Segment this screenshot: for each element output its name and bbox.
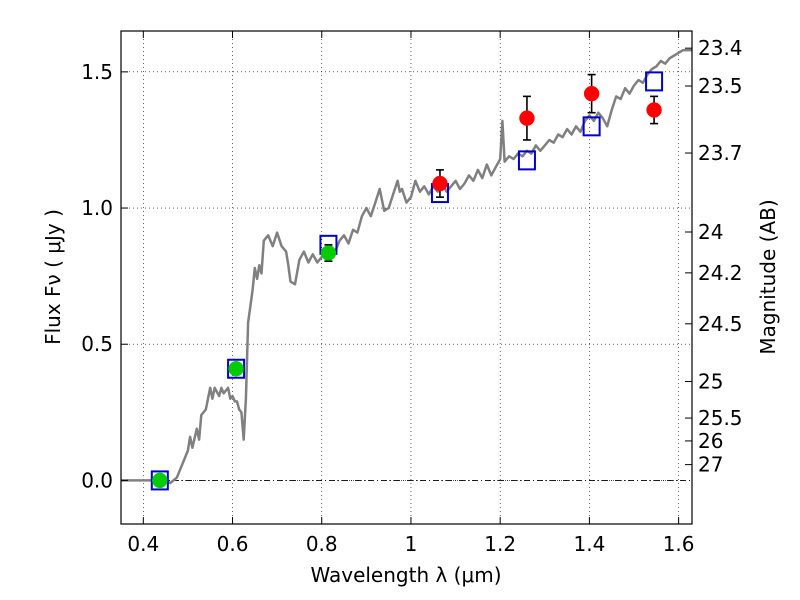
observed-point [228, 360, 244, 377]
x-axis-title: Wavelength λ (μm) [310, 563, 501, 587]
model-sed-curve [121, 48, 692, 485]
x-tick-label: 1.6 [663, 532, 695, 556]
right-tick-label: 25.5 [698, 406, 743, 430]
right-axis-title: Magnitude (AB) [756, 199, 780, 354]
observed-point [320, 245, 337, 261]
model-square [150, 470, 169, 491]
x-tick-label: 0.6 [217, 532, 249, 556]
y-tick-label: 1.0 [81, 196, 113, 220]
x-tick-label: 1.2 [484, 532, 516, 556]
y-tick-label: 0.0 [81, 468, 113, 492]
observed-point [583, 85, 600, 102]
x-tick-label: 0.8 [306, 532, 338, 556]
model-square [227, 358, 246, 379]
y-axis-title: Flux Fν ( μJy ) [41, 209, 65, 345]
x-tick-label: 0.4 [127, 532, 159, 556]
model-square [582, 116, 601, 137]
grid-lines [121, 31, 692, 524]
observed-point [152, 472, 168, 489]
right-tick-label: 24 [698, 220, 723, 244]
observed-point [432, 175, 448, 192]
model-square [645, 71, 664, 92]
plot-frame [120, 30, 693, 525]
right-tick-label: 25 [698, 370, 723, 394]
y-tick-label: 0.5 [81, 332, 113, 356]
x-axis-ticks: 0.4 0.6 0.8 1 1.2 1.4 1.6 [127, 31, 695, 556]
x-tick-label: 1.4 [573, 532, 605, 556]
right-tick-label: 24.2 [698, 261, 743, 285]
observed-point [519, 110, 535, 126]
right-tick-label: 27 [698, 453, 723, 477]
x-tick-label: 1 [405, 532, 418, 556]
right-tick-label: 24.5 [698, 312, 743, 336]
model-bandpass-squares [150, 71, 664, 491]
observed-points [152, 73, 662, 489]
sed-line [121, 48, 692, 485]
right-tick-label: 26 [698, 429, 723, 453]
right-tick-label: 23.7 [698, 141, 743, 165]
right-tick-label: 23.4 [698, 36, 743, 60]
right-tick-label: 23.5 [698, 74, 743, 98]
y-tick-label: 1.5 [81, 60, 113, 84]
y-axis-ticks: 0.0 0.5 1.0 1.5 [81, 60, 128, 492]
model-square [517, 150, 536, 171]
observed-point [646, 102, 662, 118]
